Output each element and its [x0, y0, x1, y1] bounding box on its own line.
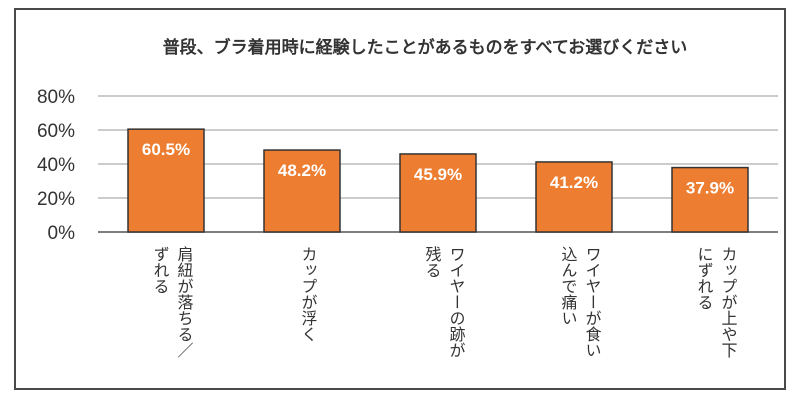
data-label: 45.9%: [414, 165, 462, 184]
data-label: 41.2%: [550, 173, 598, 192]
chart-title: 普段、ブラ着用時に経験したことがあるものをすべてお選びください: [163, 37, 688, 58]
category-label: カップが浮く: [299, 246, 318, 342]
data-label: 48.2%: [278, 161, 326, 180]
category-label: ワイヤーの跡が: [447, 246, 466, 358]
category-label: 残る: [423, 246, 442, 278]
category-label: にずれる: [695, 246, 714, 310]
category-label: ワイヤーが食い: [583, 246, 602, 358]
category-label: ずれる: [151, 246, 170, 294]
y-tick-label: 0%: [48, 223, 76, 244]
y-tick-label: 20%: [37, 189, 75, 210]
category-label: 肩紐が落ちる／: [175, 246, 194, 358]
bar: [127, 128, 205, 233]
y-tick-label: 60%: [37, 121, 75, 142]
y-tick-label: 80%: [37, 87, 75, 108]
data-label: 60.5%: [142, 140, 190, 159]
bar: [399, 153, 477, 233]
bar: [263, 149, 341, 233]
bar: [671, 166, 749, 233]
bar: [535, 161, 613, 233]
data-label: 37.9%: [686, 179, 734, 198]
category-label: カップが上や下: [719, 246, 738, 358]
y-tick-label: 40%: [37, 155, 75, 176]
category-label: 込んで痛い: [559, 246, 578, 326]
